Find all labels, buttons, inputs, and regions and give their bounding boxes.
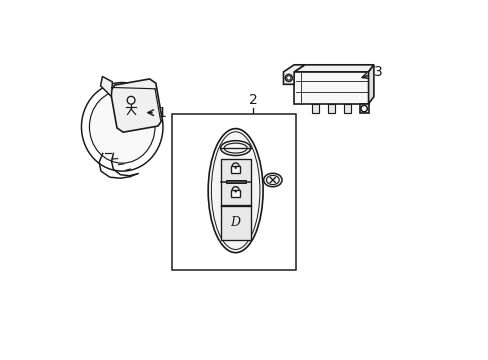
Bar	[171, 114, 295, 270]
Ellipse shape	[89, 90, 155, 163]
Polygon shape	[368, 65, 373, 104]
Text: D: D	[230, 216, 240, 229]
Polygon shape	[110, 79, 162, 132]
Polygon shape	[293, 72, 368, 104]
Polygon shape	[283, 65, 304, 84]
Circle shape	[234, 167, 236, 169]
Polygon shape	[359, 104, 368, 113]
Ellipse shape	[208, 129, 263, 253]
Circle shape	[285, 75, 292, 81]
Bar	[343, 104, 350, 113]
Bar	[220, 159, 250, 206]
Circle shape	[360, 105, 366, 112]
Text: 2: 2	[248, 93, 257, 107]
Ellipse shape	[220, 141, 250, 156]
Bar	[220, 205, 250, 240]
Bar	[230, 190, 240, 197]
Text: 1: 1	[148, 105, 166, 120]
Bar	[327, 104, 334, 113]
Bar	[225, 180, 245, 183]
Bar	[311, 104, 318, 113]
Polygon shape	[101, 76, 112, 96]
Ellipse shape	[263, 173, 282, 187]
Circle shape	[234, 190, 236, 193]
Bar	[230, 166, 240, 173]
Text: 3: 3	[362, 65, 382, 79]
Polygon shape	[293, 65, 373, 72]
